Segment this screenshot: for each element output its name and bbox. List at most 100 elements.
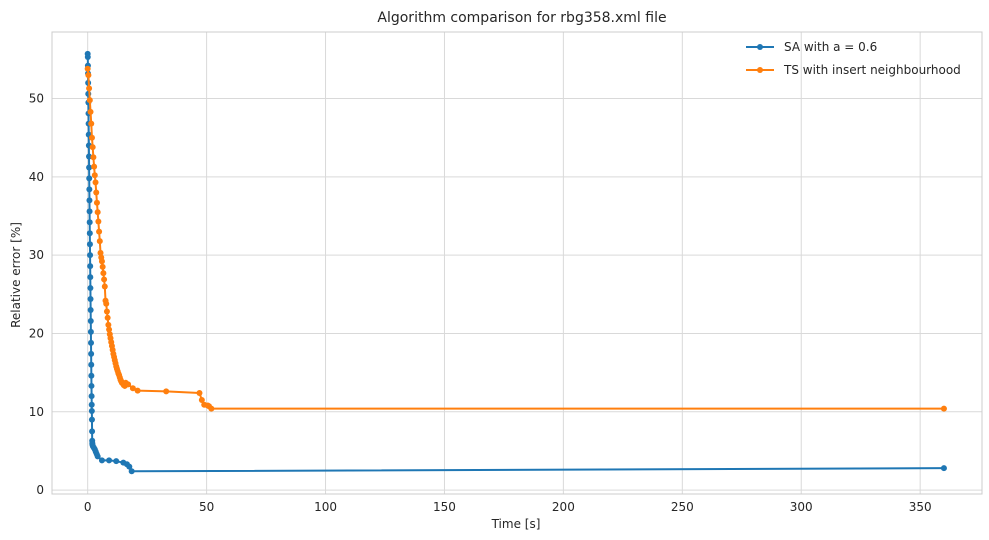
data-point [940,405,947,412]
data-point [101,283,108,290]
data-point [86,97,93,104]
data-point [126,463,133,470]
series-1 [84,50,947,475]
data-point [86,186,93,193]
data-point [105,321,112,328]
data-point [87,328,94,335]
data-point [88,416,95,423]
data-point [91,163,98,170]
chart-title: Algorithm comparison for rbg358.xml file [377,10,666,26]
data-point [163,388,170,395]
data-point [86,230,93,237]
data-point [134,387,141,394]
y-tick-label: 30 [29,248,44,262]
x-tick-label: 100 [314,500,337,514]
data-point [88,408,95,414]
data-point [101,276,108,283]
data-point [86,197,93,204]
data-point [88,382,95,389]
data-point [96,228,103,235]
data-point [940,465,947,472]
x-tick-label: 350 [909,500,932,514]
data-point [87,306,94,313]
data-point [88,401,95,408]
y-axis-label: Relative error [%] [9,222,23,328]
y-tick-label: 0 [36,483,44,497]
data-point [128,468,135,475]
x-tick-label: 50 [199,500,214,514]
x-tick-label: 250 [671,500,694,514]
data-point [88,393,95,400]
data-point [87,252,94,259]
data-point [93,199,100,206]
data-point [98,457,105,464]
y-tick-label: 50 [29,92,44,106]
legend-label: SA with a = 0.6 [784,40,877,54]
data-point [88,339,95,346]
data-point [86,208,93,215]
data-point [86,241,93,248]
data-point [86,175,93,182]
data-point [198,397,205,404]
x-tick-label: 0 [84,500,92,514]
data-point [91,172,98,179]
data-point [96,238,103,245]
data-point [196,389,203,396]
data-point [88,120,95,127]
y-tick-label: 40 [29,170,44,184]
data-point [95,218,102,225]
data-point [89,144,96,151]
tick-labels: 0 50 100 150 200 250 300 350 0 10 20 30 40 50 [29,92,932,514]
data-point [87,317,94,324]
data-point [98,258,105,265]
data-point [84,54,91,61]
series [84,50,947,475]
legend-label: TS with insert neighbourhood [783,63,961,77]
data-point [86,219,93,226]
grid [52,32,982,494]
series-2 [84,65,947,412]
data-point [87,108,94,115]
data-point [104,314,111,321]
plot-frame [51,31,983,495]
data-point [94,209,101,216]
data-point [86,85,93,92]
data-point [88,350,95,357]
data-point [103,308,110,315]
data-point [92,179,99,186]
data-point [88,372,95,379]
y-tick-label: 10 [29,405,44,419]
data-point [90,154,97,161]
legend-swatch-marker [757,44,763,50]
data-point [208,405,215,412]
legend-swatch-marker [757,67,763,73]
data-point [106,457,113,464]
legend-item: TS with insert neighbourhood [746,63,961,77]
x-tick-label: 300 [790,500,813,514]
data-point [85,72,92,79]
data-point [88,134,95,141]
data-point [106,326,113,333]
y-tick-label: 20 [29,326,44,340]
data-point [87,274,94,281]
data-point [97,249,104,256]
data-point [129,385,136,392]
data-point [89,428,96,435]
data-point [87,296,94,303]
data-point [103,300,110,307]
data-point [93,189,100,196]
data-point [113,458,120,465]
data-point [84,65,91,72]
data-point [88,361,95,368]
x-axis-label: Time [s] [491,517,541,531]
data-point [125,381,132,388]
data-point [94,453,101,460]
data-point [99,263,106,270]
data-point [100,270,107,277]
legend-item: SA with a = 0.6 [746,40,877,54]
x-tick-label: 200 [552,500,575,514]
data-point [86,164,93,171]
legend: SA with a = 0.6 TS with insert neighbourh… [746,40,961,77]
